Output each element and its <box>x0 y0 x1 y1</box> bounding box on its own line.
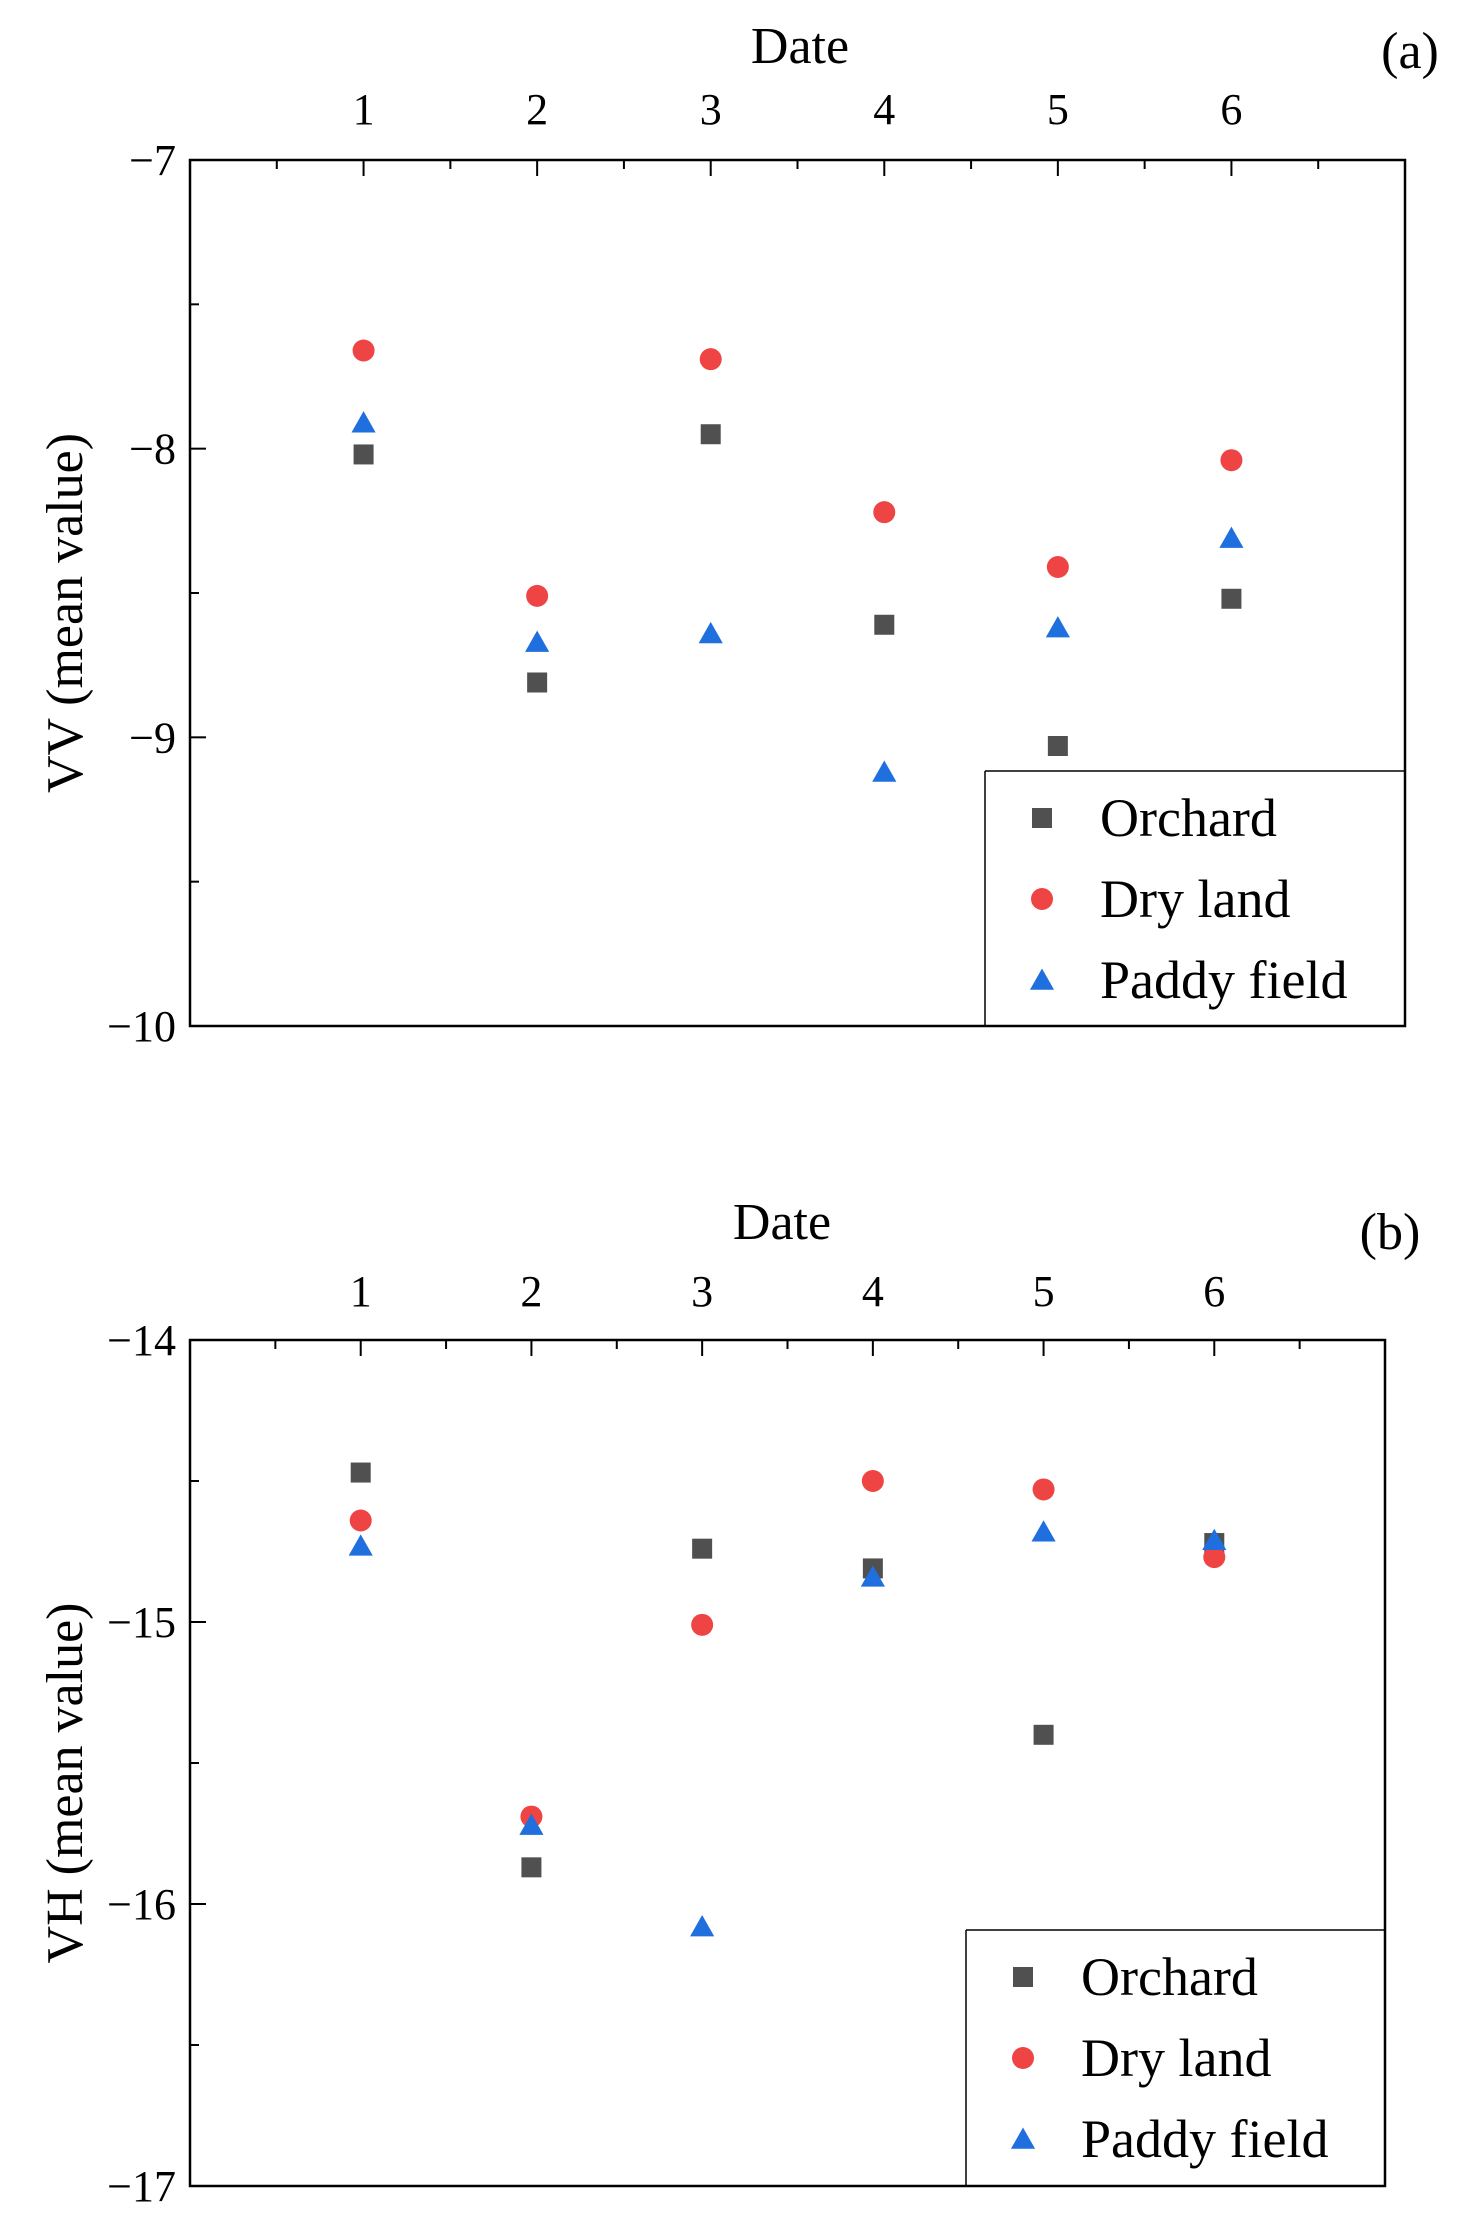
legend-label: Paddy field <box>1081 2109 1328 2169</box>
data-point <box>1031 1520 1056 1542</box>
data-point <box>690 1915 715 1937</box>
x-tick-label: 5 <box>1033 1267 1055 1316</box>
series-dry-land <box>352 339 1243 607</box>
x-tick-label: 1 <box>350 1267 372 1316</box>
data-point <box>699 348 722 371</box>
data-point <box>1046 556 1069 579</box>
data-point <box>1032 1478 1055 1501</box>
data-point <box>1033 1724 1054 1745</box>
data-point <box>348 1534 373 1556</box>
y-tick-label: −9 <box>129 713 176 762</box>
data-point <box>353 444 374 465</box>
data-point <box>525 630 550 652</box>
y-tick-label: −15 <box>107 1598 176 1647</box>
x-axis-label: Date <box>733 1194 831 1251</box>
chart-panel-b: 1 2 3 4 5 6 −17 −16 −15 −14 Date VH (mean value) (b)… <box>37 1194 1420 2211</box>
y-axis-label: VH (mean value) <box>37 1603 94 1964</box>
data-point <box>861 1470 884 1492</box>
legend-label: Dry land <box>1100 869 1290 929</box>
x-tick-label: 6 <box>1220 85 1242 134</box>
x-tick-label: 5 <box>1047 85 1069 134</box>
data-point <box>349 1509 372 1532</box>
x-tick-label: 1 <box>353 85 375 134</box>
x-tick-label: 6 <box>1203 1267 1225 1316</box>
x-axis-label: Date <box>751 18 849 75</box>
data-point <box>1047 735 1068 756</box>
chart-panel-a: 1 2 3 4 5 6 −10 −9 −8 −7 Date VV (mean value) (a) Orc… <box>37 18 1439 1051</box>
legend-label: Paddy field <box>1100 950 1347 1010</box>
x-tick-label: 2 <box>520 1267 542 1316</box>
x-tick-label: 3 <box>700 85 722 134</box>
legend: Orchard Dry land Paddy field <box>984 770 1405 1026</box>
y-tick-label: −16 <box>107 1880 176 1929</box>
legend-square-marker <box>1013 1967 1033 1987</box>
legend: Orchard Dry land Paddy field <box>965 1929 1385 2186</box>
data-point <box>874 614 895 635</box>
data-point <box>698 621 723 644</box>
legend-label: Orchard <box>1081 1947 1258 2007</box>
data-point <box>521 1857 542 1878</box>
y-tick-label: −7 <box>129 136 176 185</box>
data-point <box>352 339 375 362</box>
y-tick-label: −8 <box>129 425 176 474</box>
data-point <box>351 411 376 433</box>
data-point <box>1220 449 1243 472</box>
data-point <box>526 584 549 607</box>
series-paddy-field <box>348 1520 1227 1937</box>
data-point <box>1219 526 1244 548</box>
y-tick-label: −17 <box>107 2162 176 2211</box>
data-point <box>527 672 548 693</box>
data-point <box>700 424 721 445</box>
series-orchard <box>353 424 1242 756</box>
x-tick-label: 2 <box>526 85 548 134</box>
legend-triangle-marker <box>1010 2127 1036 2149</box>
legend-circle-marker <box>1031 888 1053 910</box>
data-point <box>691 1613 714 1636</box>
legend-label: Orchard <box>1100 788 1277 848</box>
data-point <box>872 760 897 782</box>
y-tick-label: −10 <box>107 1002 176 1051</box>
data-point <box>1045 616 1070 638</box>
data-point <box>1221 588 1242 609</box>
data-point <box>860 1565 885 1587</box>
data-point <box>873 501 896 524</box>
series-orchard <box>350 1462 1225 1878</box>
legend-square-marker <box>1032 808 1052 828</box>
legend-label: Dry land <box>1081 2028 1271 2088</box>
data-point <box>1202 1528 1227 1550</box>
series-paddy-field <box>351 411 1244 782</box>
data-point <box>1203 1546 1226 1569</box>
y-tick-label: −14 <box>107 1316 176 1365</box>
x-tick-label: 3 <box>691 1267 713 1316</box>
legend-circle-marker <box>1012 2047 1034 2069</box>
y-axis-label: VV (mean value) <box>37 433 94 793</box>
data-point <box>350 1462 371 1483</box>
data-point <box>692 1538 713 1559</box>
x-tick-label: 4 <box>862 1267 884 1316</box>
panel-label: (a) <box>1381 23 1439 80</box>
data-point <box>519 1813 544 1835</box>
series-dry-land <box>349 1470 1226 1828</box>
panel-label: (b) <box>1360 1204 1421 1261</box>
legend-triangle-marker <box>1029 968 1055 990</box>
x-tick-label: 4 <box>873 85 895 134</box>
